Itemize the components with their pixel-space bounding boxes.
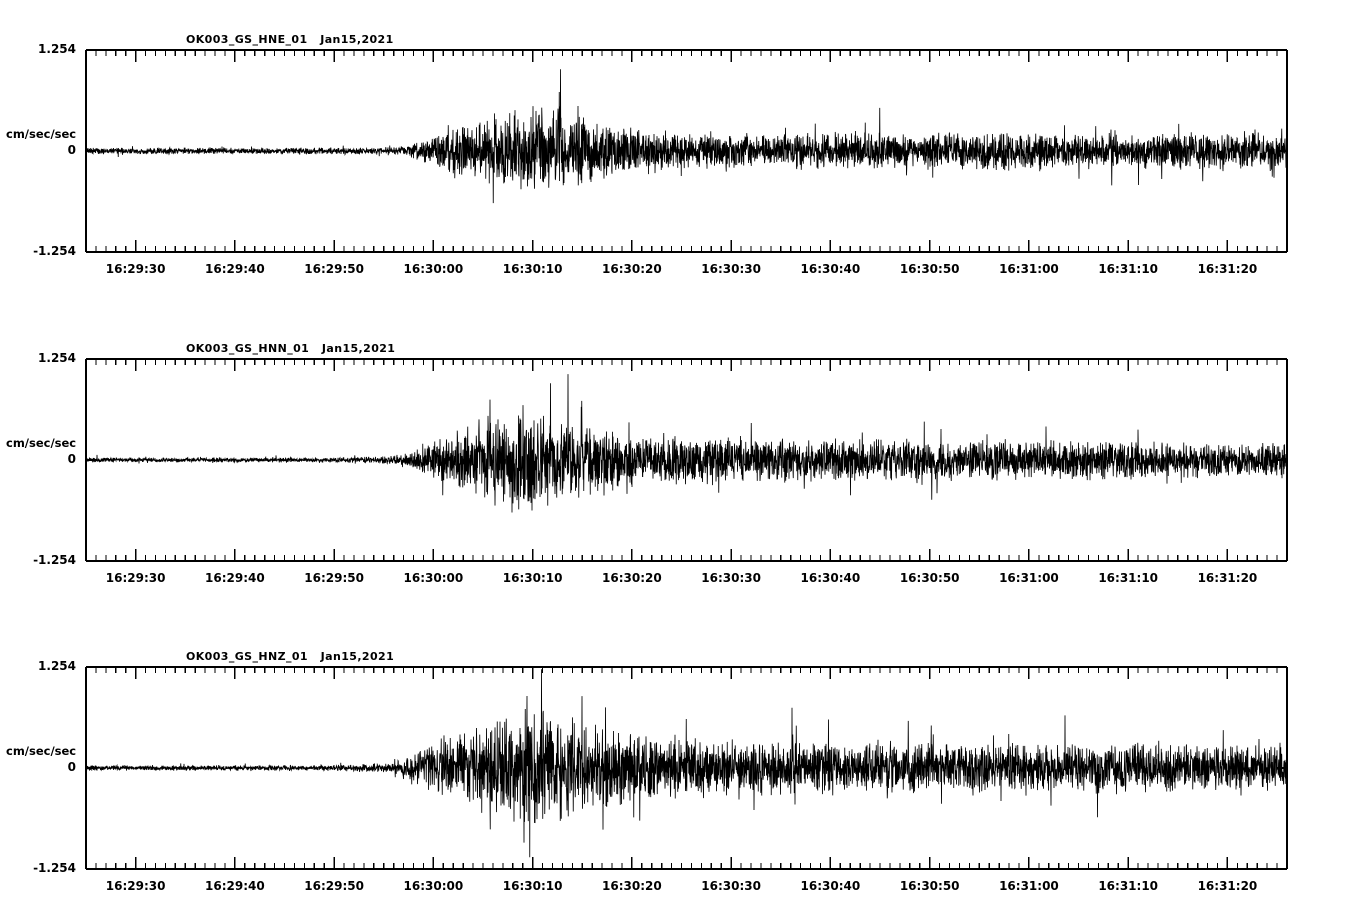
- y-tick-label: -1.254: [33, 244, 76, 258]
- panel-title: OK003_GS_HNN_01 Jan15,2021: [186, 342, 396, 355]
- x-tick-label: 16:29:50: [304, 262, 364, 276]
- x-tick-label: 16:30:30: [701, 262, 762, 276]
- x-tick-label: 16:30:40: [800, 262, 861, 276]
- y-axis-unit-label: cm/sec/sec: [6, 436, 77, 450]
- x-tick-label: 16:31:10: [1098, 879, 1159, 893]
- x-tick-label: 16:30:30: [701, 879, 762, 893]
- x-tick-label: 16:29:30: [105, 262, 166, 276]
- x-tick-label: 16:30:50: [899, 879, 960, 893]
- x-tick-label: 16:30:00: [403, 879, 464, 893]
- x-tick-label: 16:30:00: [403, 571, 464, 585]
- x-tick-label: 16:30:00: [403, 262, 464, 276]
- x-tick-label: 16:29:30: [105, 879, 166, 893]
- x-tick-label: 16:30:50: [899, 571, 960, 585]
- y-tick-label: 0: [67, 452, 76, 466]
- x-tick-label: 16:30:50: [899, 262, 960, 276]
- x-tick-label: 16:29:40: [205, 571, 265, 585]
- y-tick-label: 0: [67, 143, 76, 157]
- x-tick-label: 16:31:00: [999, 262, 1059, 276]
- y-axis-unit-label: cm/sec/sec: [6, 744, 77, 758]
- y-tick-label: 1.254: [38, 42, 76, 56]
- x-tick-label: 16:31:00: [999, 879, 1059, 893]
- x-tick-label: 16:31:20: [1197, 571, 1258, 585]
- x-tick-label: 16:30:10: [502, 262, 563, 276]
- x-tick-label: 16:29:40: [205, 879, 265, 893]
- x-tick-label: 16:31:20: [1197, 262, 1258, 276]
- x-tick-label: 16:30:20: [602, 879, 662, 893]
- x-tick-label: 16:31:00: [999, 571, 1059, 585]
- y-tick-label: 1.254: [38, 351, 76, 365]
- x-tick-label: 16:30:40: [800, 879, 861, 893]
- x-tick-label: 16:31:20: [1197, 879, 1258, 893]
- y-axis-unit-label: cm/sec/sec: [6, 127, 77, 141]
- waveform-trace: [85, 374, 1288, 513]
- y-tick-label: -1.254: [33, 861, 76, 875]
- panel-title: OK003_GS_HNZ_01 Jan15,2021: [186, 650, 395, 663]
- y-tick-label: 1.254: [38, 659, 76, 673]
- y-tick-label: -1.254: [33, 553, 76, 567]
- x-tick-label: 16:30:10: [502, 879, 563, 893]
- waveform-trace: [85, 669, 1288, 858]
- panel-title: OK003_GS_HNE_01 Jan15,2021: [186, 33, 394, 46]
- waveform-trace: [85, 69, 1288, 204]
- x-tick-label: 16:31:10: [1098, 262, 1159, 276]
- x-tick-label: 16:30:20: [602, 262, 662, 276]
- x-tick-label: 16:29:30: [105, 571, 166, 585]
- x-tick-label: 16:29:40: [205, 262, 265, 276]
- x-tick-label: 16:29:50: [304, 879, 364, 893]
- x-tick-label: 16:30:10: [502, 571, 563, 585]
- x-tick-label: 16:31:10: [1098, 571, 1159, 585]
- x-tick-label: 16:29:50: [304, 571, 364, 585]
- x-tick-label: 16:30:40: [800, 571, 861, 585]
- x-tick-label: 16:30:30: [701, 571, 762, 585]
- y-tick-label: 0: [67, 760, 76, 774]
- x-tick-label: 16:30:20: [602, 571, 662, 585]
